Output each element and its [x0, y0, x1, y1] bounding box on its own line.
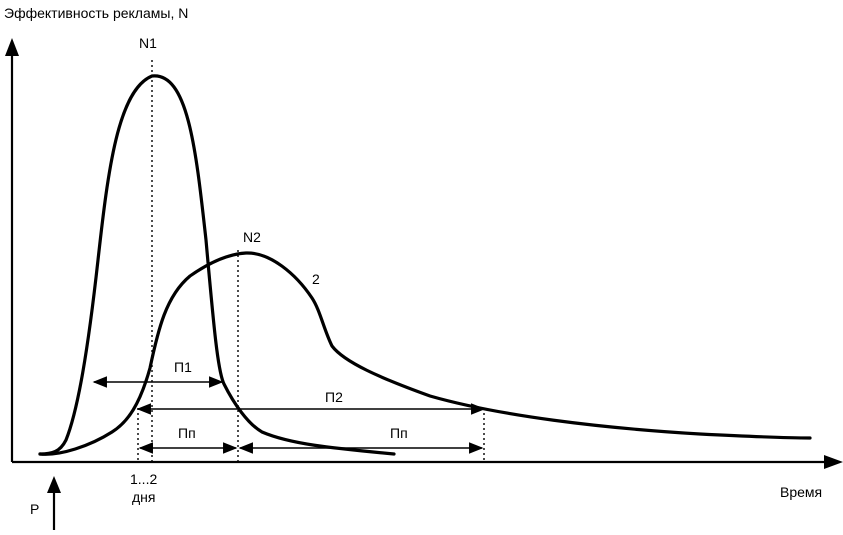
pn-right-label: Пп: [390, 425, 408, 441]
impulse-arrow: [47, 476, 61, 530]
curve-1: [38, 74, 396, 456]
pn-left-label: Пп: [178, 425, 196, 441]
peak1-label: N1: [139, 35, 157, 51]
impulse-label: Р: [30, 501, 39, 517]
start-label-line1: 1...2: [130, 471, 157, 487]
start-label-line2: дня: [132, 489, 155, 505]
curve-2: [38, 251, 812, 456]
x-axis-label: Время: [780, 484, 822, 500]
y-axis-label: Эффективность рекламы, N: [4, 5, 188, 21]
y-axis: [5, 38, 19, 462]
peak2-label: N2: [243, 229, 261, 245]
p1-label: П1: [174, 359, 192, 375]
curve2-label: 2: [312, 271, 320, 287]
x-axis: [12, 455, 843, 469]
p2-label: П2: [325, 389, 343, 405]
